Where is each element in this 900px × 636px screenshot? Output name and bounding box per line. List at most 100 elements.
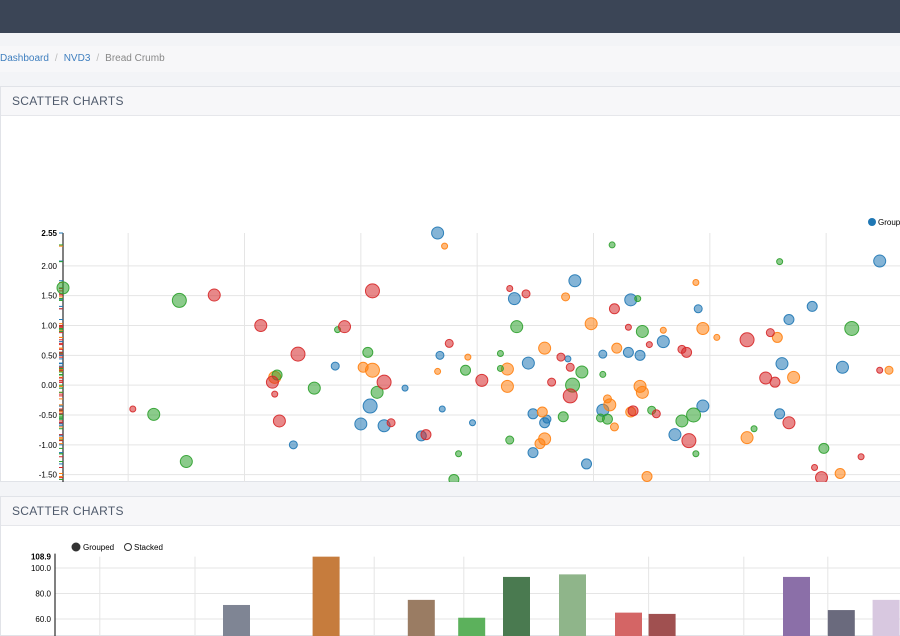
scatter-point xyxy=(288,440,298,450)
scatter-point xyxy=(651,409,661,419)
y-tick-label: 1.00 xyxy=(41,321,57,330)
bar xyxy=(458,617,486,636)
scatter-chart: 2.001.501.000.500.00-0.50-1.00-1.50-2.00… xyxy=(39,218,900,482)
legend: Grouped Stacked xyxy=(71,542,163,552)
scatter-point xyxy=(370,385,384,399)
scatter-point xyxy=(434,367,442,375)
scatter-point xyxy=(750,425,758,433)
scatter-point xyxy=(455,450,463,458)
scatter-point xyxy=(681,433,697,449)
scatter-point xyxy=(739,332,755,348)
legend-label: Group xyxy=(878,218,900,227)
y-tick-label: -1.50 xyxy=(39,471,58,480)
scatter-point xyxy=(622,346,634,358)
scatter-point xyxy=(693,304,703,314)
y-tick-label: 0.00 xyxy=(41,381,57,390)
legend-label: Grouped xyxy=(83,543,114,552)
scatter-point xyxy=(338,320,352,334)
scatter-point xyxy=(575,365,589,379)
y-tick-label: 60.0 xyxy=(35,615,51,624)
bar xyxy=(559,574,586,636)
scatter-point xyxy=(835,360,849,374)
y-tick-label: -1.00 xyxy=(39,441,58,450)
scatter-point xyxy=(602,394,612,404)
scatter-point xyxy=(505,435,515,445)
scatter-point xyxy=(469,419,477,427)
bar xyxy=(648,613,676,636)
scatter-point xyxy=(713,333,721,341)
scatter-point xyxy=(659,326,667,334)
scatter-point xyxy=(562,388,578,404)
scatter-point xyxy=(510,320,524,334)
scatter-point xyxy=(787,370,801,384)
scatter-point xyxy=(774,408,786,420)
breadcrumb-separator: / xyxy=(96,53,100,64)
scatter-point xyxy=(811,464,819,472)
scatter-point xyxy=(696,399,710,413)
scatter-point xyxy=(806,300,818,312)
scatter-point xyxy=(696,321,710,335)
scatter-point xyxy=(435,350,445,360)
scatter-point xyxy=(568,274,582,288)
scatter-point xyxy=(536,406,548,418)
scatter-points xyxy=(56,226,894,482)
scatter-point xyxy=(147,407,161,421)
scatter-point xyxy=(441,242,449,250)
scatter-point xyxy=(460,364,472,376)
bar xyxy=(503,576,530,636)
legend-label: Stacked xyxy=(134,543,163,552)
scatter-point xyxy=(431,226,445,240)
scatter-point xyxy=(464,353,472,361)
scatter-point xyxy=(420,429,432,441)
scatter-point xyxy=(171,292,187,308)
scatter-point xyxy=(357,361,369,373)
bar xyxy=(827,610,855,636)
scatter-point xyxy=(564,355,572,363)
bar xyxy=(407,599,435,636)
scatter-point xyxy=(876,366,884,374)
y-max-label: 108.9 xyxy=(31,553,52,562)
scatter-point xyxy=(527,408,539,420)
scatter-point xyxy=(844,320,860,336)
scatter-point xyxy=(207,288,221,302)
breadcrumb-nvd3-link[interactable]: NVD3 xyxy=(63,53,91,64)
scatter-chart-panel: SCATTER CHARTS 2.00 1.50 1.00 0.50 0.00 -0.50… xyxy=(0,86,900,482)
scatter-point xyxy=(692,279,700,287)
scatter-point xyxy=(362,346,374,358)
scatter-point xyxy=(765,328,775,338)
scatter-point xyxy=(769,376,781,388)
scatter-point xyxy=(634,295,642,303)
scatter-point xyxy=(401,384,409,392)
breadcrumb-dashboard-link[interactable]: Dashboard xyxy=(0,53,49,64)
scatter-point xyxy=(538,341,552,355)
scatter-point xyxy=(386,418,396,428)
scatter-point xyxy=(376,374,392,390)
scatter-point xyxy=(547,377,557,387)
y-tick-label: 0.50 xyxy=(41,351,57,360)
scatter-point xyxy=(496,364,504,372)
scatter-point xyxy=(527,447,539,459)
y-tick-label: 80.0 xyxy=(35,590,51,599)
bar-chart-panel: SCATTER CHARTS 108.9 100.0 80.0 60.0 Grouped… xyxy=(0,496,900,636)
scatter-point xyxy=(507,292,521,306)
scatter-point xyxy=(354,417,368,431)
scatter-point xyxy=(627,405,639,417)
scatter-point xyxy=(598,349,608,359)
y-max-label: 2.55 xyxy=(41,229,57,238)
scatter-point xyxy=(782,416,796,430)
scatter-point xyxy=(608,303,620,315)
scatter-point xyxy=(565,362,575,372)
bar xyxy=(615,612,642,636)
scatter-point xyxy=(609,422,619,432)
scatter-point xyxy=(290,346,306,362)
y-tick-label: 2.00 xyxy=(41,262,57,271)
top-navbar xyxy=(0,0,900,33)
y-tick-label: 100.0 xyxy=(31,564,52,573)
scatter-point xyxy=(668,428,682,442)
scatter-point xyxy=(601,413,613,425)
scatter-point xyxy=(506,284,514,292)
scatter-point xyxy=(656,335,670,349)
scatter-point xyxy=(635,324,649,338)
breadcrumb-separator: / xyxy=(54,53,58,64)
panel-title: SCATTER CHARTS xyxy=(1,87,900,116)
